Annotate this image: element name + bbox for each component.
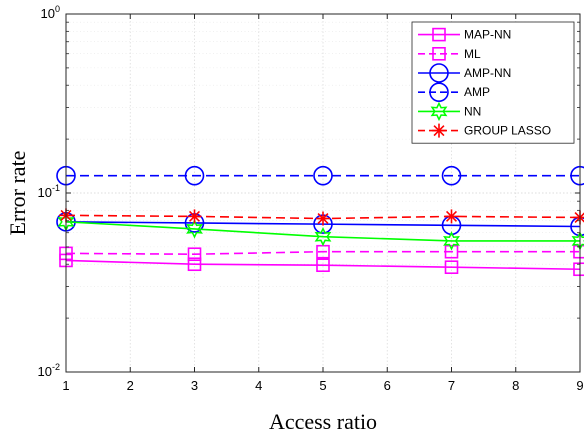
data-point: [444, 209, 459, 224]
data-point: [187, 209, 202, 224]
series-3: [56, 165, 584, 186]
legend-marker: [429, 82, 449, 102]
data-point: [186, 219, 203, 239]
x-tick-label: 8: [512, 378, 519, 393]
legend-label: AMP-NN: [464, 66, 511, 80]
y-tick-label: 10-1: [38, 183, 60, 200]
legend-label: MAP-NN: [464, 28, 511, 42]
x-tick-label: 3: [191, 378, 198, 393]
legend-label: ML: [464, 47, 481, 61]
legend-item: GROUP LASSO: [418, 123, 551, 138]
legend-label: GROUP LASSO: [464, 124, 551, 138]
legend-marker: [430, 101, 448, 122]
data-point: [187, 247, 202, 262]
x-tick-label: 4: [255, 378, 262, 393]
series-line: [65, 259, 581, 271]
data-point: [313, 165, 333, 186]
data-point: [444, 260, 459, 275]
axes: 1 2 3 4 5 6 7 8 9 10-2 10-1 100: [38, 4, 584, 393]
series-line: [65, 221, 580, 242]
legend-item: AMP: [418, 82, 490, 102]
y-tick-label: 100: [41, 4, 60, 21]
legend-label: AMP: [464, 85, 490, 99]
data-point: [316, 258, 330, 273]
x-axis-label: Access ratio: [269, 409, 377, 434]
data-point: [316, 211, 330, 226]
series-1: [59, 244, 584, 262]
x-tick-label: 6: [384, 378, 391, 393]
y-axis-label: Error rate: [5, 151, 30, 236]
legend-marker: [429, 63, 449, 83]
legend-item: MAP-NN: [418, 28, 511, 42]
series-line: [65, 250, 580, 256]
data-point: [441, 165, 462, 186]
data-point: [444, 244, 459, 259]
legend: MAP-NN ML AMP-NN AMP NN GROUP LASSO: [411, 21, 575, 144]
x-tick-label: 5: [319, 378, 326, 393]
data-point: [443, 231, 460, 251]
x-tick-label: 9: [576, 378, 583, 393]
data-point: [573, 210, 584, 225]
legend-marker: [432, 27, 446, 42]
data-point: [184, 165, 205, 186]
legend-marker: [432, 46, 446, 61]
legend-item: ML: [418, 47, 481, 61]
data-point: [187, 257, 202, 272]
legend-item: NN: [418, 101, 481, 122]
y-tick-label: 10-2: [38, 362, 60, 379]
legend-item: AMP-NN: [418, 63, 511, 83]
legend-marker: [432, 123, 446, 138]
x-tick-label: 2: [127, 378, 134, 393]
legend-label: NN: [464, 104, 481, 118]
x-tick-label: 7: [448, 378, 455, 393]
x-tick-label: 1: [62, 378, 69, 393]
data-point: [314, 226, 332, 247]
